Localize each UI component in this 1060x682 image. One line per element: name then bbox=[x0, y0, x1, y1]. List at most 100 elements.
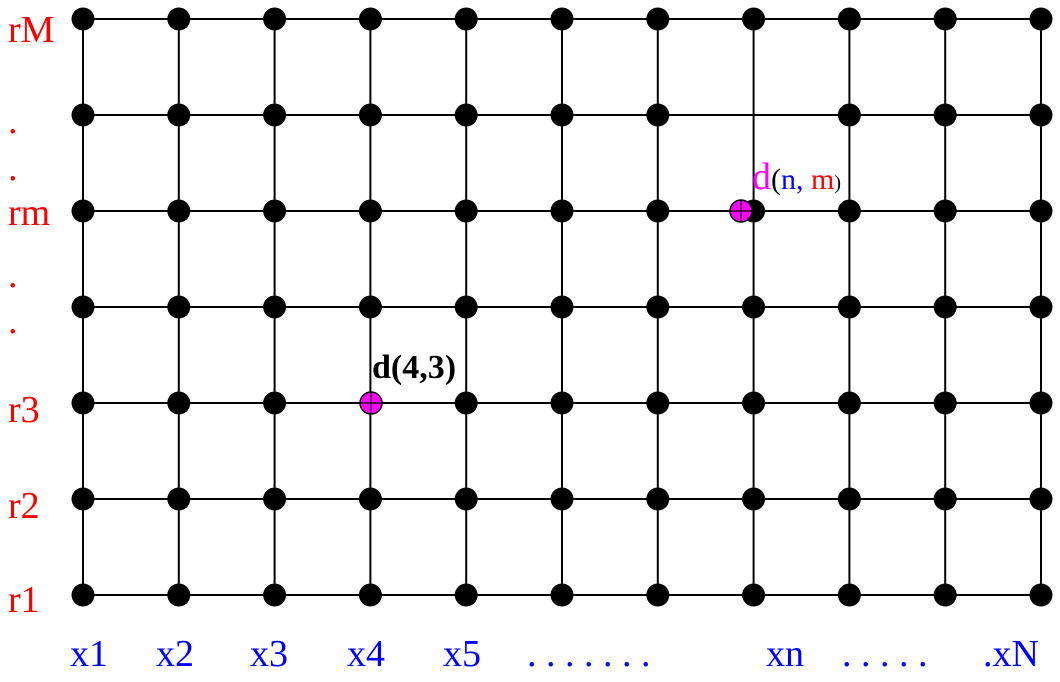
grid-node bbox=[263, 583, 287, 607]
grid-node bbox=[71, 583, 95, 607]
grid-node bbox=[358, 487, 382, 511]
label-part-close-paren: ) bbox=[834, 172, 841, 194]
grid-node bbox=[71, 295, 95, 319]
grid-node bbox=[263, 487, 287, 511]
grid-node bbox=[837, 487, 861, 511]
grid-node bbox=[454, 583, 478, 607]
grid-node bbox=[550, 199, 574, 223]
grid-node bbox=[167, 295, 191, 319]
grid-nodes bbox=[71, 7, 1053, 607]
column-label-x1: x1 bbox=[70, 633, 108, 675]
column-label-xn: xn bbox=[766, 633, 804, 675]
grid-node bbox=[1029, 295, 1053, 319]
grid-node bbox=[71, 487, 95, 511]
grid-node bbox=[550, 103, 574, 127]
grid-node bbox=[1029, 7, 1053, 31]
grid-node bbox=[837, 295, 861, 319]
grid-node bbox=[646, 199, 670, 223]
grid-node bbox=[837, 103, 861, 127]
grid-node bbox=[837, 199, 861, 223]
grid-node bbox=[1029, 103, 1053, 127]
column-label-x5: x5 bbox=[443, 633, 481, 675]
row-label-dot: . bbox=[8, 254, 18, 296]
grid-node bbox=[1029, 391, 1053, 415]
grid-node bbox=[358, 295, 382, 319]
label-part-m: m bbox=[811, 163, 834, 196]
column-label-x4: x4 bbox=[347, 633, 385, 675]
grid-node bbox=[837, 391, 861, 415]
grid-node bbox=[454, 103, 478, 127]
grid-node bbox=[646, 583, 670, 607]
grid-node bbox=[933, 7, 957, 31]
grid-node bbox=[71, 7, 95, 31]
grid-node bbox=[550, 295, 574, 319]
grid-node bbox=[263, 7, 287, 31]
grid-node bbox=[550, 487, 574, 511]
grid-node bbox=[71, 103, 95, 127]
label-part-open-paren: ( bbox=[771, 163, 781, 196]
row-label-dot: . bbox=[8, 300, 18, 342]
highlight-label-d-4-3: d(4,3) bbox=[372, 349, 456, 386]
grid-node bbox=[167, 7, 191, 31]
grid-node bbox=[263, 199, 287, 223]
grid-node bbox=[933, 583, 957, 607]
grid-node bbox=[263, 391, 287, 415]
grid-node bbox=[358, 583, 382, 607]
column-labels: x1 x2 x3 x4 x5 . . . . . . . xn . . . . … bbox=[70, 633, 1039, 675]
highlight-label-d-n-m: d(n, m) bbox=[752, 156, 841, 198]
grid-node bbox=[1029, 199, 1053, 223]
grid-node bbox=[454, 295, 478, 319]
grid-node bbox=[167, 487, 191, 511]
grid-node bbox=[454, 7, 478, 31]
grid-node bbox=[742, 391, 766, 415]
label-part-d: d bbox=[752, 156, 771, 198]
column-label-xN: .xN bbox=[983, 633, 1039, 675]
grid-node bbox=[646, 391, 670, 415]
grid-node bbox=[837, 7, 861, 31]
grid-node bbox=[933, 295, 957, 319]
row-label-r3: r3 bbox=[8, 389, 40, 431]
grid-node bbox=[933, 487, 957, 511]
row-label-r2: r2 bbox=[8, 485, 40, 527]
grid-node bbox=[1029, 583, 1053, 607]
grid-node bbox=[358, 103, 382, 127]
grid-node bbox=[167, 391, 191, 415]
column-label-x3: x3 bbox=[250, 633, 288, 675]
grid-node bbox=[71, 391, 95, 415]
grid-node bbox=[71, 199, 95, 223]
grid-node bbox=[1029, 487, 1053, 511]
grid-node bbox=[358, 7, 382, 31]
label-part-comma: , bbox=[796, 163, 811, 196]
grid-node bbox=[742, 487, 766, 511]
grid-node bbox=[550, 7, 574, 31]
grid-node bbox=[167, 103, 191, 127]
row-label-r1: r1 bbox=[8, 579, 40, 621]
grid-node bbox=[550, 583, 574, 607]
grid-node bbox=[933, 103, 957, 127]
grid-node bbox=[454, 487, 478, 511]
grid-node bbox=[742, 583, 766, 607]
grid-node bbox=[646, 103, 670, 127]
grid-node bbox=[742, 295, 766, 319]
grid-node bbox=[167, 583, 191, 607]
grid-node bbox=[358, 199, 382, 223]
column-label-ellipsis: . . . . . bbox=[842, 633, 928, 675]
grid-node bbox=[837, 583, 861, 607]
highlight-point-d-n-m: d(n, m) bbox=[729, 156, 841, 223]
grid-node bbox=[646, 487, 670, 511]
grid-node bbox=[933, 199, 957, 223]
grid-node bbox=[646, 7, 670, 31]
row-label-dot: . bbox=[8, 147, 18, 189]
grid-node bbox=[454, 199, 478, 223]
column-label-x2: x2 bbox=[156, 633, 194, 675]
label-part-n: n bbox=[781, 163, 796, 196]
row-label-dot: . bbox=[8, 100, 18, 142]
grid-node bbox=[742, 7, 766, 31]
grid-node bbox=[167, 199, 191, 223]
row-label-rM: rM bbox=[8, 9, 54, 51]
grid-node bbox=[454, 391, 478, 415]
grid-node bbox=[646, 295, 670, 319]
row-label-rm: rm bbox=[8, 192, 50, 234]
row-labels: r1 r2 r3 . . rm . . rM bbox=[8, 9, 54, 621]
